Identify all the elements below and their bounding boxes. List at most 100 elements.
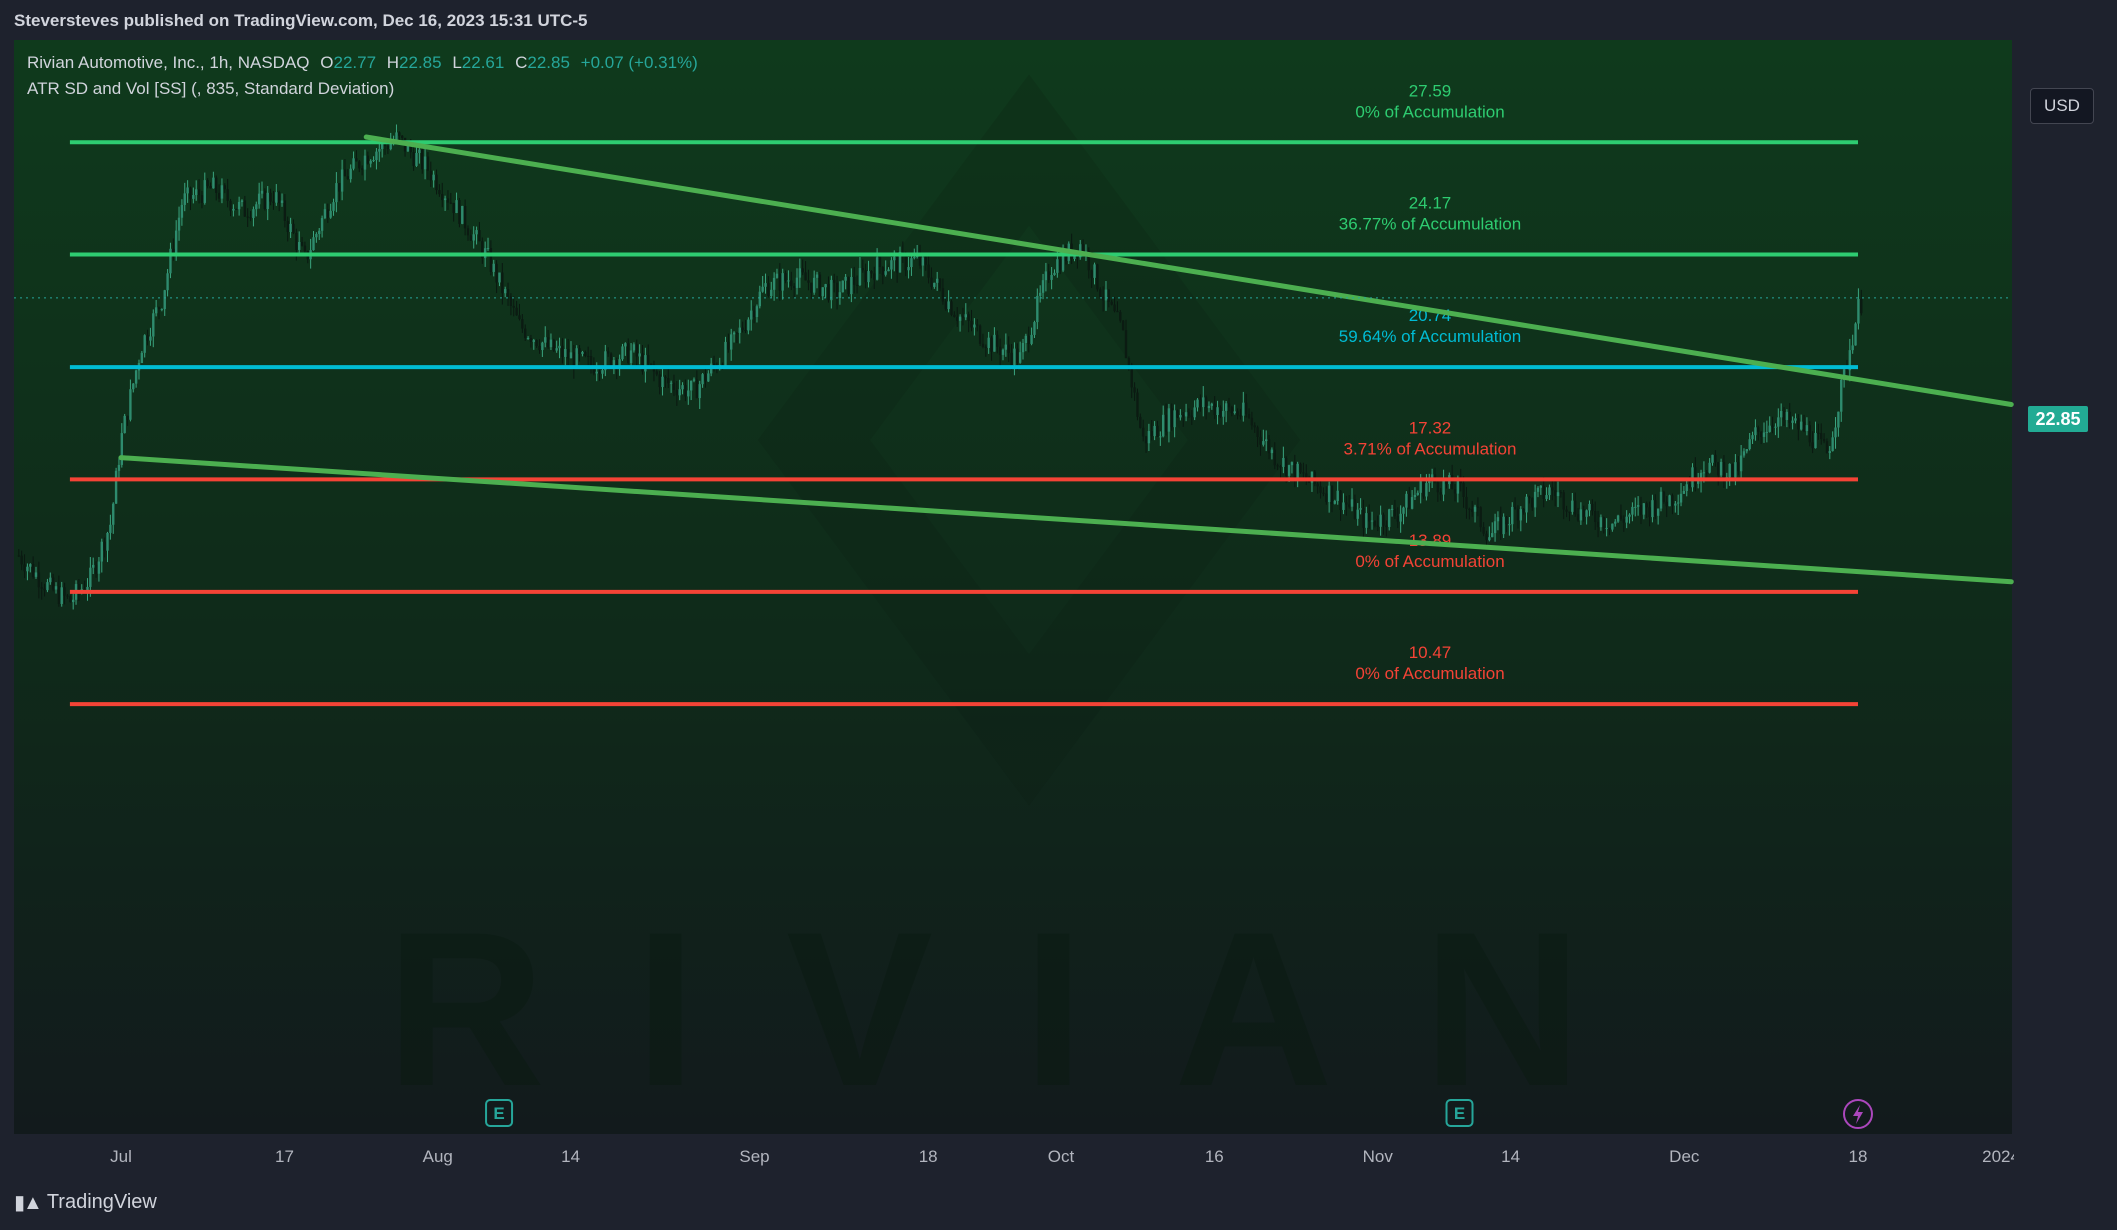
candle-body	[1242, 402, 1245, 416]
candle-body	[1287, 465, 1291, 476]
candle-body	[217, 192, 221, 199]
candle-body	[1533, 491, 1537, 508]
candle-body	[172, 248, 175, 254]
candle-body	[1573, 500, 1577, 515]
candle-body	[106, 532, 109, 551]
candle-body	[1594, 511, 1597, 522]
candle-body	[1522, 509, 1525, 513]
candle-body	[501, 272, 504, 294]
candle-body	[595, 371, 598, 374]
candle-body	[1628, 514, 1631, 517]
candle-body	[97, 561, 101, 574]
candle-body	[1711, 454, 1714, 463]
candle-body	[100, 541, 103, 562]
candle-body	[235, 208, 238, 210]
candle-body	[1362, 508, 1365, 528]
candle-body	[1056, 259, 1059, 273]
candle-body	[944, 301, 947, 310]
candle-body	[280, 200, 284, 203]
candle-body	[1147, 431, 1151, 444]
candle-body	[26, 566, 29, 572]
candle-body	[1353, 499, 1357, 519]
candle-body	[1442, 479, 1445, 495]
candle-body	[1671, 495, 1674, 506]
candle-body	[1396, 516, 1399, 522]
candle-body	[1605, 527, 1608, 529]
candle-body	[1276, 465, 1279, 467]
candle-body	[1797, 418, 1800, 430]
candle-body	[1757, 427, 1760, 432]
candle-body	[1167, 408, 1171, 432]
candle-body	[209, 186, 212, 189]
x-tick-label: Aug	[423, 1147, 453, 1166]
candle-body	[998, 346, 1002, 355]
candle-body	[17, 555, 21, 557]
candle-body	[1239, 415, 1242, 417]
candle-body	[71, 599, 75, 603]
tradingview-mark-icon: ▮▲	[14, 1192, 43, 1214]
candle-body	[987, 337, 990, 348]
candle-body	[1325, 493, 1328, 503]
candle-body	[120, 433, 124, 465]
candle-body	[815, 274, 819, 278]
candle-body	[366, 155, 370, 164]
candle-body	[1333, 500, 1337, 504]
candle-body	[1319, 486, 1322, 493]
time-axis-background	[14, 1134, 2014, 1176]
candle-body	[1842, 369, 1846, 380]
candle-body	[206, 180, 209, 187]
currency-button[interactable]: USD	[2030, 88, 2094, 124]
candle-body	[1654, 500, 1657, 516]
candle-body	[1399, 513, 1402, 522]
candle-body	[486, 248, 490, 250]
candle-body	[744, 329, 747, 331]
candle-body	[950, 301, 953, 315]
candle-body	[804, 272, 807, 281]
candle-body	[512, 305, 515, 308]
candle-body	[212, 177, 215, 189]
candle-body	[143, 335, 146, 353]
candle-body	[395, 132, 398, 141]
candle-body	[1748, 439, 1751, 450]
candle-body	[1845, 369, 1849, 371]
candle-body	[1204, 397, 1208, 409]
close-value: 22.85	[527, 53, 570, 72]
candle-body	[913, 256, 916, 259]
candle-body	[1536, 487, 1540, 492]
candle-body	[1110, 301, 1113, 305]
candle-body	[109, 524, 112, 533]
candle-body	[578, 348, 581, 354]
x-tick-label: Sep	[739, 1147, 769, 1166]
candle-body	[561, 345, 564, 357]
candle-body	[160, 309, 164, 311]
candle-body	[544, 337, 547, 343]
candle-body	[292, 223, 295, 234]
candle-body	[252, 209, 255, 218]
candle-body	[146, 335, 149, 341]
candle-body	[1462, 483, 1465, 497]
candle-body	[1425, 483, 1428, 497]
chart-panel[interactable]: RIVIAN 27.59 0% of Accumulation 24.17 36.77…	[14, 40, 2094, 1176]
candle-body	[266, 192, 269, 209]
candle-body	[1270, 449, 1274, 454]
candle-body	[423, 156, 427, 170]
indicator-legend[interactable]: ATR SD and Vol [SS] (, 835, Standard Dev…	[27, 79, 395, 98]
tradingview-logo[interactable]: ▮▲ TradingView	[14, 1190, 157, 1215]
symbol-legend[interactable]: Rivian Automotive, Inc., 1h, NASDAQ O22.…	[27, 53, 698, 73]
candle-body	[612, 360, 616, 368]
candle-body	[1768, 425, 1771, 432]
candle-body	[575, 348, 578, 368]
candle-body	[1436, 482, 1440, 493]
candle-body	[1213, 403, 1216, 416]
candle-body	[132, 383, 135, 390]
candle-body	[1759, 431, 1763, 437]
candle-body	[1041, 280, 1045, 293]
candle-body	[1016, 348, 1019, 363]
candle-body	[246, 216, 249, 218]
candle-body	[1127, 358, 1131, 366]
candle-body	[993, 334, 996, 352]
candle-body	[1227, 403, 1231, 408]
candle-body	[355, 158, 358, 162]
candle-body	[1805, 425, 1809, 432]
price-chart[interactable]: RIVIAN 27.59 0% of Accumulation 24.17 36.77…	[14, 40, 2014, 1176]
